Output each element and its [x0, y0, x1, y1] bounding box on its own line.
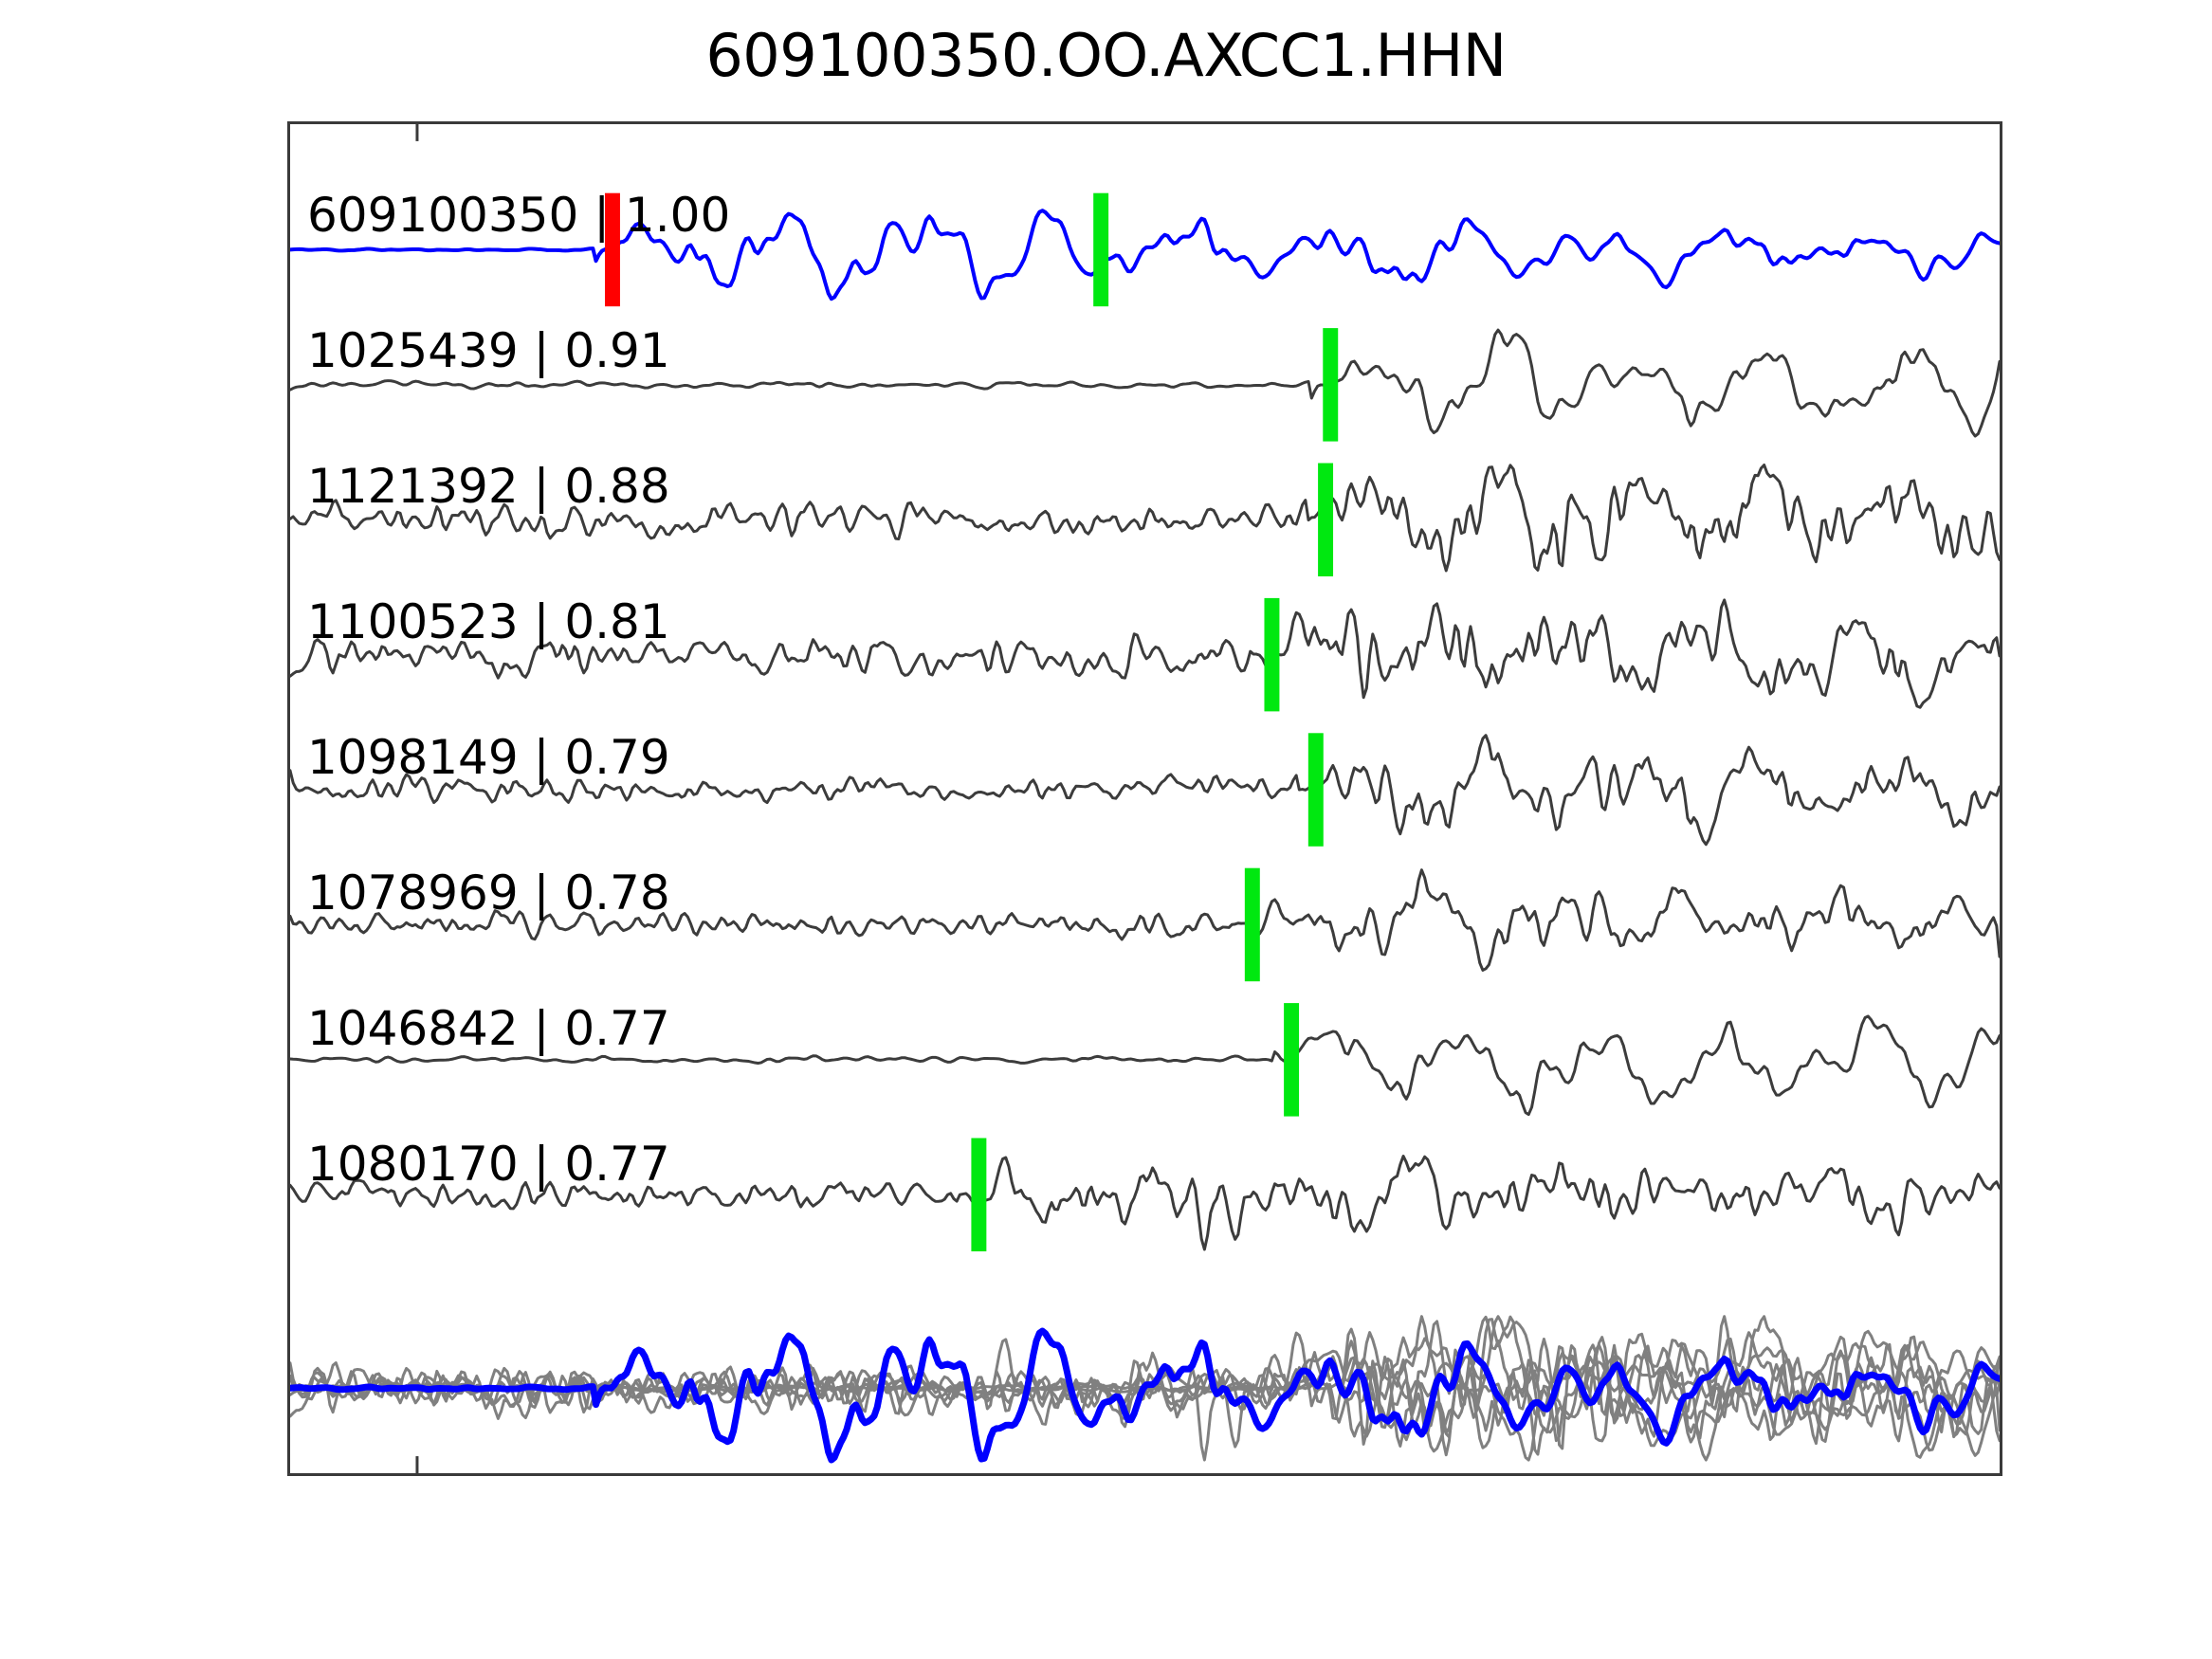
waveform-trace-1046842: [290, 1014, 2000, 1117]
stack-template-trace: [290, 1327, 2000, 1464]
waveform-trace-1098149: [290, 734, 2000, 847]
pick-marker-1080170[interactable]: [971, 1138, 987, 1251]
trace-label-609100350: 609100350 | 1.00: [307, 188, 731, 243]
page-title: 609100350.OO.AXCC1.HHN: [705, 21, 1507, 90]
trace-label-1121392: 1121392 | 0.88: [307, 459, 670, 514]
trace-label-1078969: 1078969 | 0.78: [307, 866, 670, 921]
waveform-trace-1100523: [290, 598, 2000, 709]
trace-label-1025439: 1025439 | 0.91: [307, 323, 670, 378]
trace-label-1080170: 1080170 | 0.77: [307, 1137, 670, 1192]
waveform-trace-609100350: [290, 209, 2000, 301]
stack-gray-trace-1080170: [290, 1336, 2000, 1462]
waveform-trace-1121392: [290, 463, 2000, 573]
trace-label-1046842: 1046842 | 0.77: [307, 1001, 670, 1056]
plot-axes: 609100350 | 1.00 1025439 | 0.91 1121392 | …: [287, 121, 2002, 1476]
secondary-pick-marker-609100350[interactable]: [1093, 192, 1109, 307]
pick-marker-1078969[interactable]: [1244, 867, 1260, 982]
pick-marker-609100350[interactable]: [604, 192, 620, 307]
waveform-trace-1080170: [290, 1155, 2000, 1251]
pick-marker-1098149[interactable]: [1307, 733, 1324, 847]
pick-marker-1121392[interactable]: [1318, 463, 1334, 576]
x-axis-tick-labels: [287, 1488, 2002, 1564]
pick-marker-1025439[interactable]: [1323, 328, 1339, 442]
waveform-trace-1025439: [290, 328, 2000, 438]
trace-label-1098149: 1098149 | 0.79: [307, 730, 670, 785]
waveform-trace-1078969: [290, 868, 2000, 972]
waveform-canvas: [290, 124, 2000, 1473]
pick-marker-1046842[interactable]: [1284, 1003, 1300, 1117]
pick-marker-1100523[interactable]: [1264, 597, 1280, 712]
trace-label-1100523: 1100523 | 0.81: [307, 594, 670, 649]
